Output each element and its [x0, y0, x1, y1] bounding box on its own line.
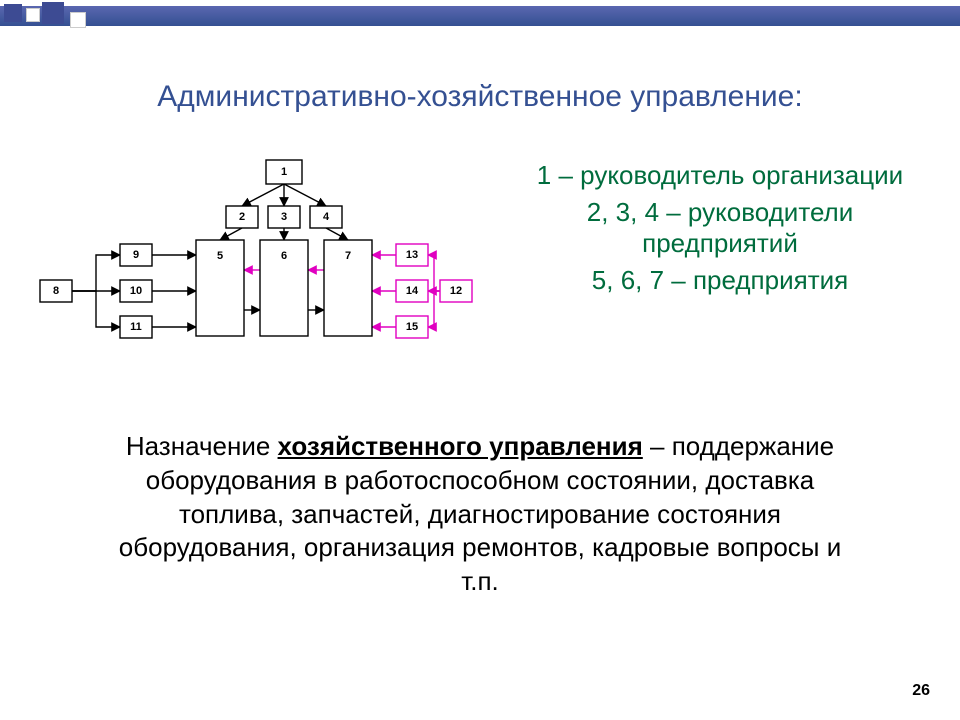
- diagram-node-label-3: 3: [281, 211, 287, 223]
- diagram-arrow: [428, 255, 440, 291]
- diagram-node-label-12: 12: [450, 285, 462, 297]
- diagram-arrow: [72, 291, 120, 327]
- diagram-node-label-9: 9: [133, 249, 139, 261]
- diagram-arrow: [242, 184, 284, 206]
- diagram-arrow: [284, 184, 326, 206]
- diagram-node-label-6: 6: [281, 250, 287, 262]
- diagram-arrow: [72, 255, 120, 291]
- slide-title: Административно-хозяйственное управление…: [0, 80, 960, 114]
- diagram-node-label-5: 5: [217, 250, 223, 262]
- slide: Административно-хозяйственное управление…: [0, 0, 960, 720]
- legend-item: 5, 6, 7 – предприятия: [520, 265, 920, 296]
- paragraph-emphasis: хозяйственного управления: [278, 431, 643, 461]
- legend-item: 1 – руководитель организации: [520, 160, 920, 191]
- diagram-arrow: [326, 228, 348, 240]
- diagram-node-label-15: 15: [406, 321, 418, 333]
- diagram-node-label-4: 4: [323, 211, 330, 223]
- page-number: 26: [912, 682, 930, 700]
- body-paragraph: Назначение хозяйственного управления – п…: [100, 430, 860, 599]
- diagram-node-label-14: 14: [406, 285, 419, 297]
- paragraph-prefix: Назначение: [126, 431, 278, 461]
- diagram-arrow: [220, 228, 242, 240]
- top-bar: [0, 0, 960, 40]
- diagram-node-label-1: 1: [281, 166, 287, 178]
- diagram-node-label-2: 2: [239, 211, 245, 223]
- legend: 1 – руководитель организации 2, 3, 4 – р…: [520, 160, 920, 302]
- legend-item: 2, 3, 4 – руководители предприятий: [520, 197, 920, 259]
- diagram-node-label-13: 13: [406, 249, 418, 261]
- diagram-node-label-8: 8: [53, 285, 59, 297]
- diagram-node-label-10: 10: [130, 285, 142, 297]
- diagram-node-label-11: 11: [130, 321, 142, 333]
- diagram-arrow: [428, 291, 440, 327]
- diagram-node-label-7: 7: [345, 250, 351, 262]
- org-diagram: 123456789101112131415: [20, 150, 480, 390]
